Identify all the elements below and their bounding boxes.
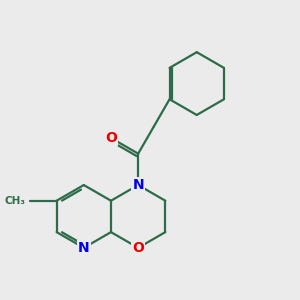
- Text: N: N: [132, 178, 144, 192]
- Text: N: N: [78, 241, 90, 255]
- Text: CH₃: CH₃: [5, 196, 26, 206]
- Text: O: O: [105, 131, 117, 145]
- Text: O: O: [132, 241, 144, 255]
